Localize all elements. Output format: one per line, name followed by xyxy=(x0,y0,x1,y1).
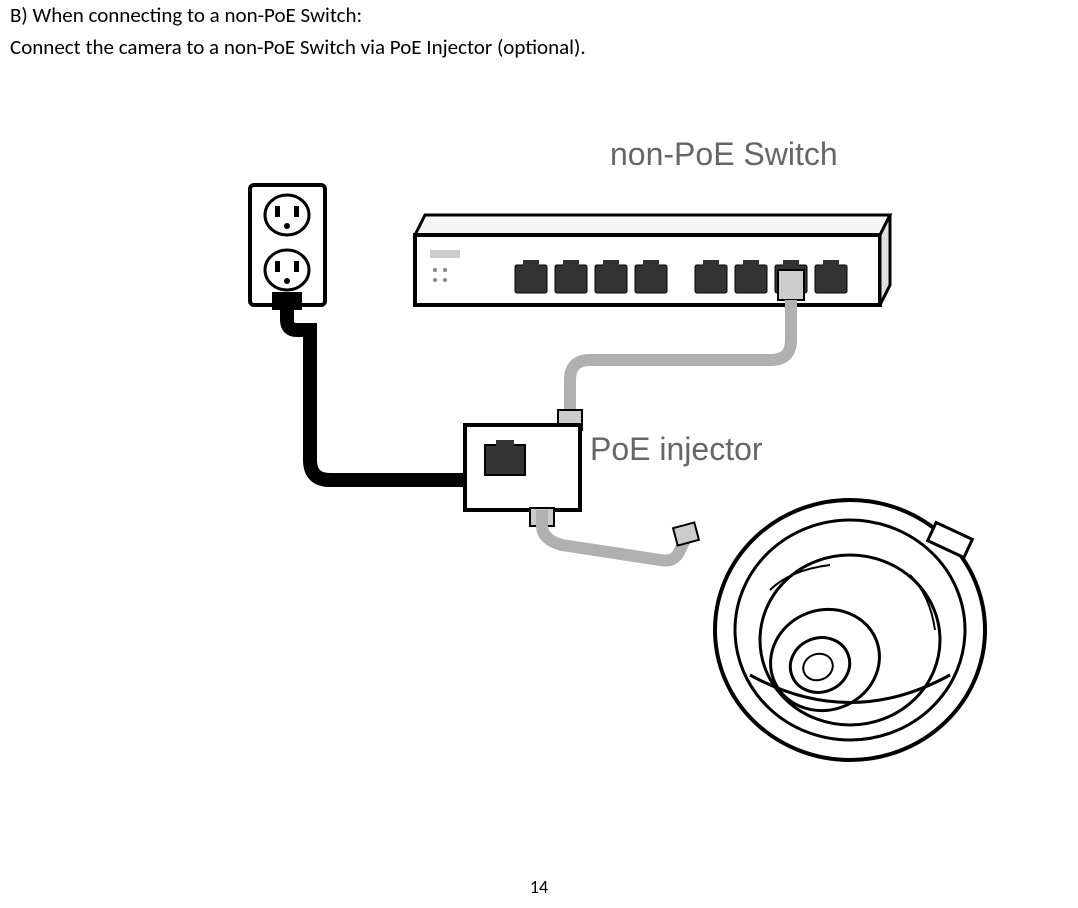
section-heading: B) When connecting to a non-PoE Switch: xyxy=(10,0,1068,32)
injector-label: PoE injector xyxy=(590,431,763,467)
wall-outlet-icon xyxy=(250,185,325,305)
connection-diagram: non-PoE Switch xyxy=(230,130,990,770)
power-cable xyxy=(287,305,465,480)
ethernet-cable-injector-to-camera xyxy=(530,508,699,561)
dome-camera-icon xyxy=(715,500,985,760)
page-number: 14 xyxy=(530,876,548,898)
instruction-text: Connect the camera to a non-PoE Switch v… xyxy=(10,32,1068,64)
network-switch-icon xyxy=(415,215,890,305)
switch-label: non-PoE Switch xyxy=(610,136,838,172)
poe-injector-icon xyxy=(465,425,580,510)
